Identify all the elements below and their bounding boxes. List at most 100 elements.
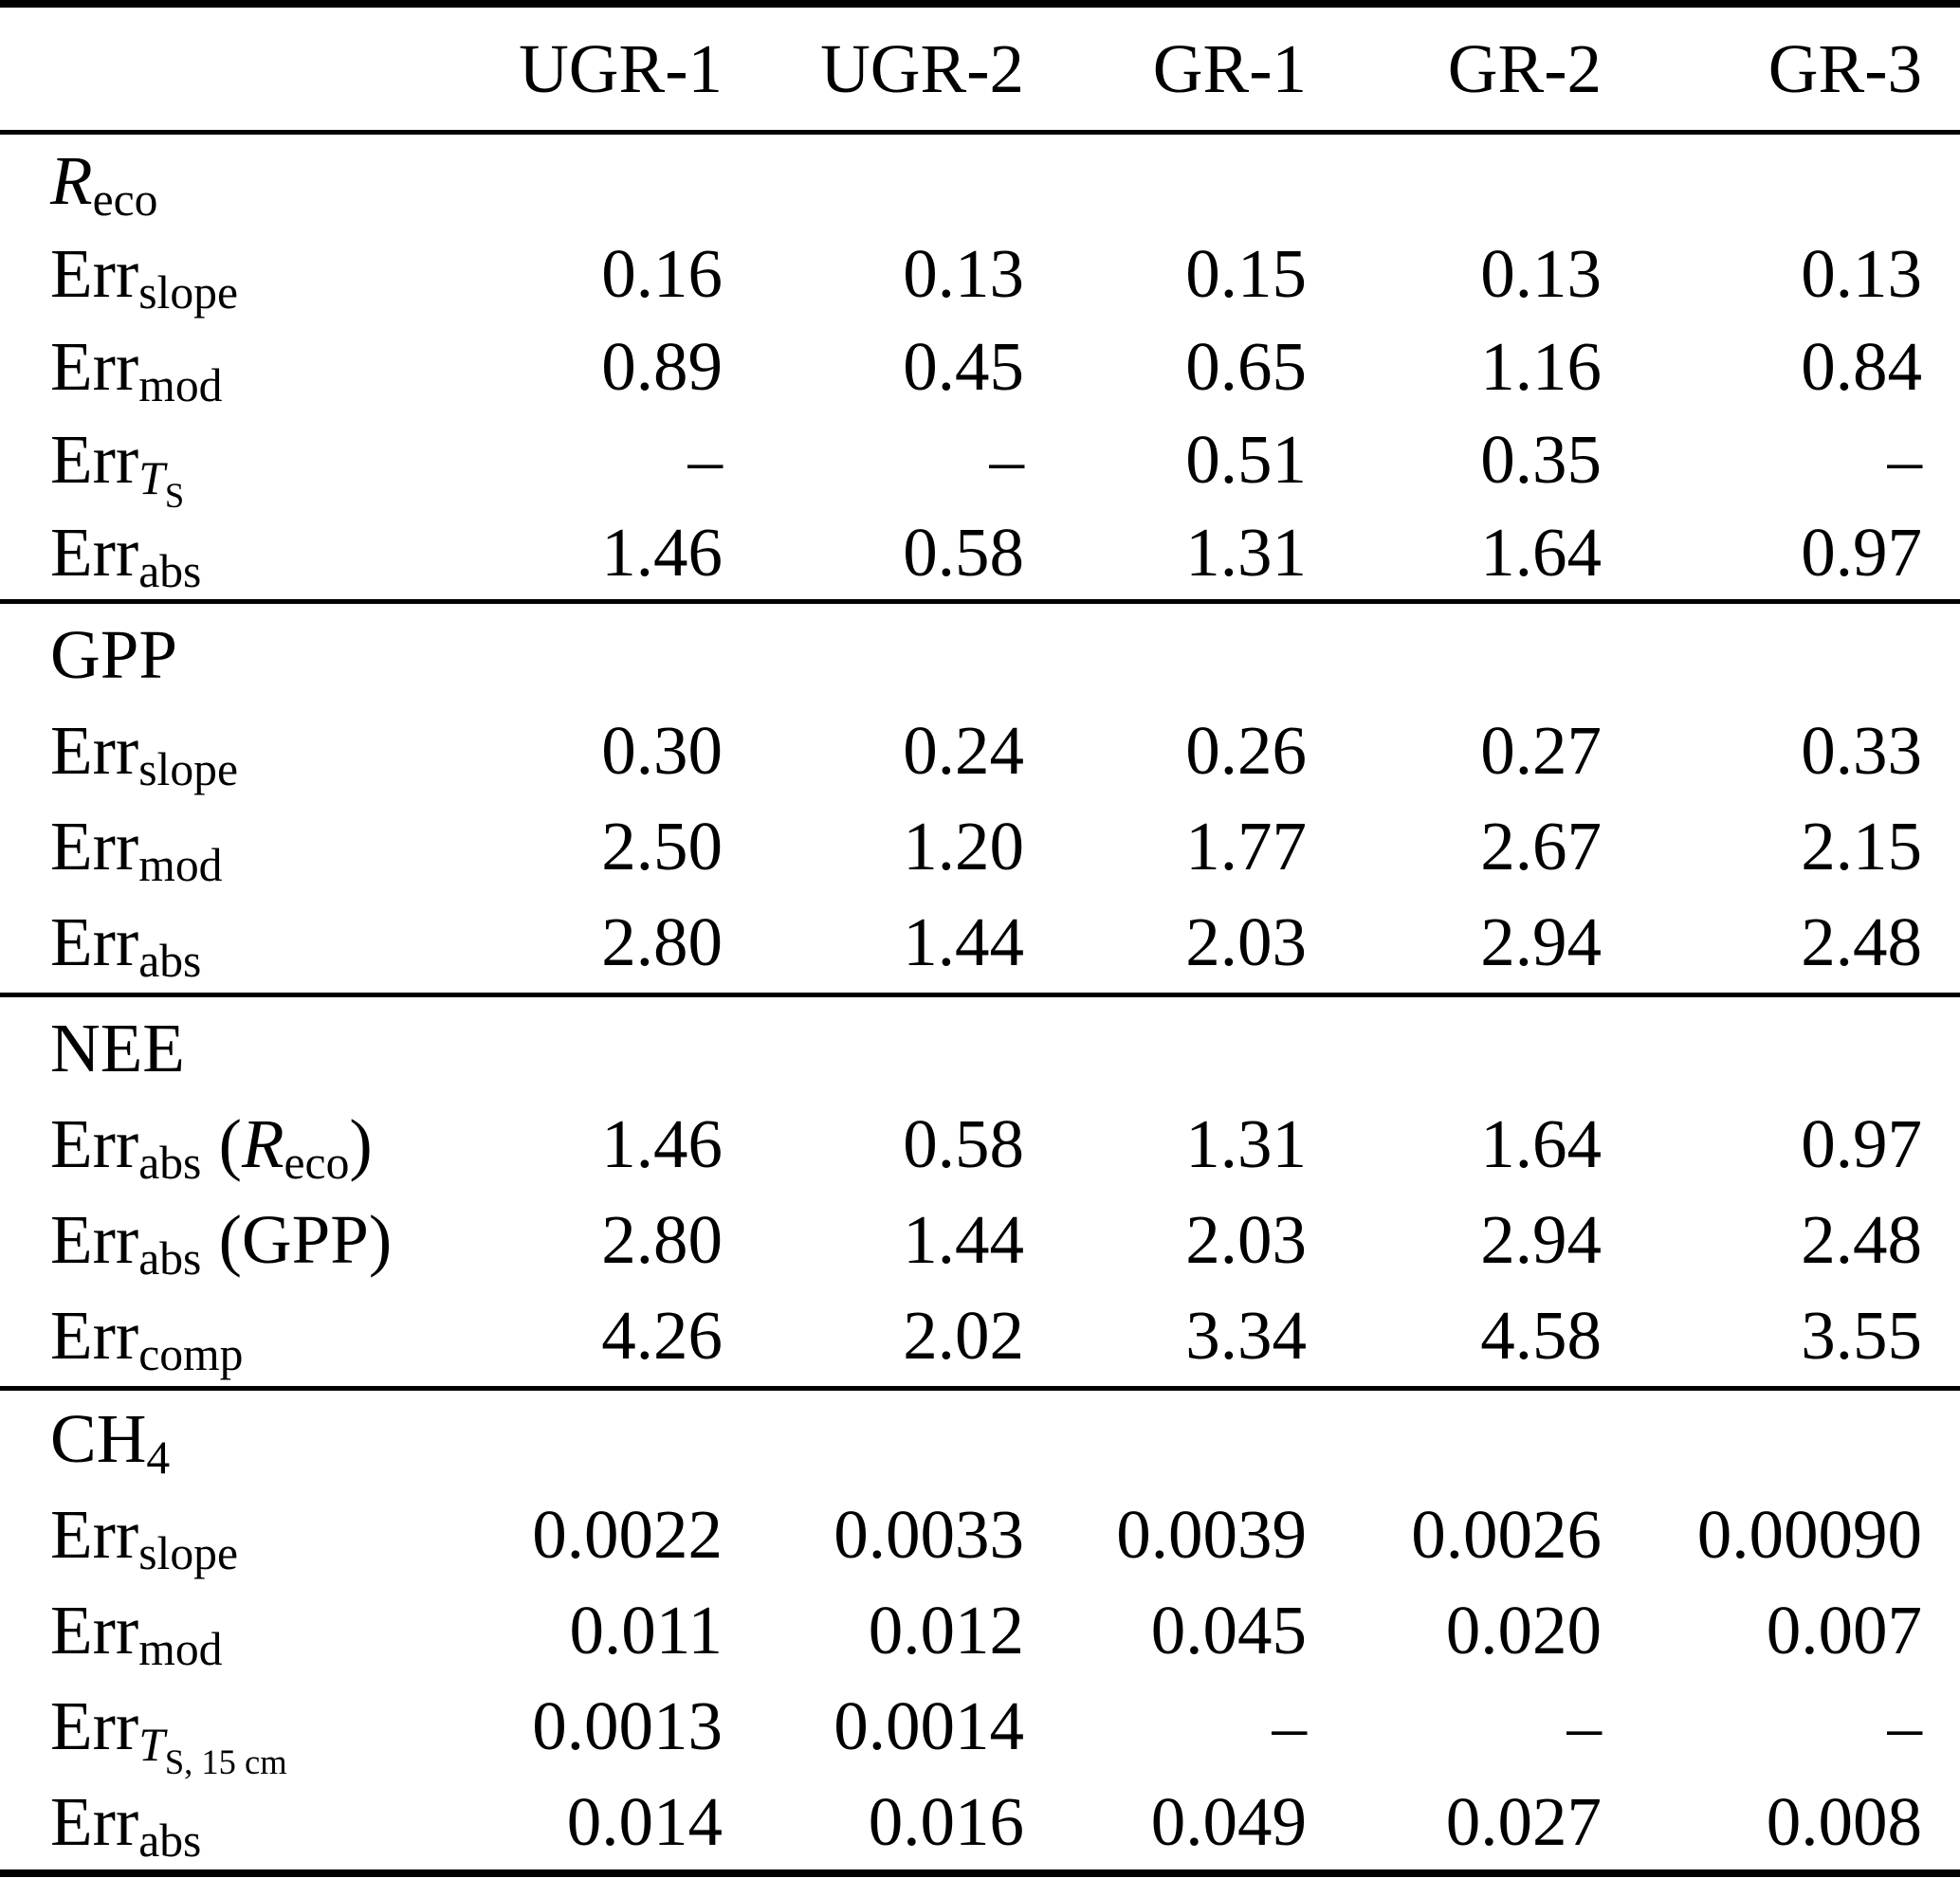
value-cell: 2.80 xyxy=(601,1201,723,1278)
value-cell: 0.97 xyxy=(1801,1105,1922,1182)
value-cell: 2.67 xyxy=(1480,808,1602,884)
label-segment: T xyxy=(138,452,165,505)
label-segment: S xyxy=(164,475,185,515)
empty-cell xyxy=(419,607,723,702)
value-cell: 0.30 xyxy=(601,712,723,789)
section-ch4: CH4 Errslope 0.0022 0.0033 0.0039 0.0026 0.000… xyxy=(0,1391,1960,1869)
empty-cell xyxy=(1307,1000,1602,1096)
table-body: Reco Errslope 0.16 0.13 0.15 0.13 0.13 Errmod 0.… xyxy=(0,135,1960,1869)
value-cell: 2.15 xyxy=(1801,808,1922,884)
header-row: UGR-1 UGR-2 GR-1 GR-2 GR-3 xyxy=(0,8,1960,130)
empty-cell xyxy=(1602,1000,1922,1096)
value-cell: – xyxy=(1566,1687,1603,1764)
value-cell: 1.77 xyxy=(1185,808,1307,884)
value-cell: 0.65 xyxy=(1185,328,1307,405)
value-cell: 0.049 xyxy=(1150,1783,1307,1860)
table-row: CH4 xyxy=(0,1391,1960,1486)
label-segment: Err xyxy=(50,808,139,884)
empty-cell xyxy=(1602,1391,1922,1494)
value-cell: 2.48 xyxy=(1801,903,1922,980)
column-header-gr1: GR-1 xyxy=(1152,30,1307,107)
label-segment: slope xyxy=(138,1527,238,1580)
label-segment: eco xyxy=(284,1137,350,1190)
top-rule xyxy=(0,0,1960,8)
value-cell: 0.0022 xyxy=(532,1496,723,1573)
value-cell: 2.03 xyxy=(1185,903,1307,980)
row-label-err-mod: Errmod xyxy=(50,1582,419,1686)
row-label-err-slope: Errslope xyxy=(50,1486,419,1590)
empty-cell xyxy=(1602,135,1922,235)
label-segment: Err xyxy=(50,328,139,405)
value-cell: 2.94 xyxy=(1480,1201,1602,1278)
value-cell: – xyxy=(687,421,724,498)
row-label-err-ts-15cm: ErrTS, 15 cm xyxy=(50,1678,419,1785)
column-header-ugr2: UGR-2 xyxy=(820,30,1024,107)
value-cell: 1.64 xyxy=(1480,514,1602,591)
table-row: Errslope 0.30 0.24 0.26 0.27 0.33 xyxy=(0,702,1960,798)
empty-cell xyxy=(1307,607,1602,702)
value-cell: 3.34 xyxy=(1185,1297,1307,1374)
row-label-err-abs: Errabs xyxy=(50,1774,419,1877)
value-cell: 0.027 xyxy=(1445,1783,1602,1860)
empty-cell xyxy=(1602,607,1922,702)
label-segment: mod xyxy=(138,839,223,892)
section-title-gpp: GPP xyxy=(50,607,419,702)
label-segment: slope xyxy=(138,266,238,319)
empty-cell xyxy=(419,135,723,235)
value-cell: 4.26 xyxy=(601,1297,723,1374)
value-cell: 1.31 xyxy=(1185,514,1307,591)
column-header-ugr1: UGR-1 xyxy=(519,30,723,107)
section-title-nee: NEE xyxy=(50,1000,419,1096)
value-cell: 0.27 xyxy=(1480,712,1602,789)
header-spacer-cell xyxy=(50,8,419,130)
label-segment: comp xyxy=(138,1328,244,1381)
table-row: Errabs 2.80 1.44 2.03 2.94 2.48 xyxy=(0,894,1960,990)
value-cell: 0.45 xyxy=(903,328,1024,405)
section-nee: NEE Errabs (Reco) 1.46 0.58 1.31 1.64 0.97 Erra… xyxy=(0,997,1960,1386)
value-cell: 0.0026 xyxy=(1411,1496,1602,1573)
value-cell: 1.20 xyxy=(903,808,1024,884)
value-cell: 0.97 xyxy=(1801,514,1922,591)
row-label-err-slope: Errslope xyxy=(50,702,419,806)
value-cell: 0.84 xyxy=(1801,328,1922,405)
label-segment: Err xyxy=(50,1201,139,1278)
table-row: ErrTS, 15 cm 0.0013 0.0014 – – – xyxy=(0,1678,1960,1781)
label-segment: NEE xyxy=(50,1010,185,1086)
value-cell: 0.13 xyxy=(1801,235,1922,312)
label-segment: Err xyxy=(50,514,139,591)
empty-cell xyxy=(723,1391,1024,1494)
value-cell: 0.24 xyxy=(903,712,1024,789)
table-row: Errmod 0.011 0.012 0.045 0.020 0.007 xyxy=(0,1582,1960,1678)
label-segment: Err xyxy=(50,1496,139,1573)
table-row: Errmod 0.89 0.45 0.65 1.16 0.84 xyxy=(0,320,1960,413)
value-cell: 0.0033 xyxy=(833,1496,1024,1573)
row-label-err-abs-r-eco-: Errabs (Reco) xyxy=(50,1096,419,1199)
value-cell: 0.33 xyxy=(1801,712,1922,789)
section-gpp: GPP Errslope 0.30 0.24 0.26 0.27 0.33 Errmod 2.5… xyxy=(0,604,1960,993)
value-cell: 2.80 xyxy=(601,903,723,980)
value-cell: 0.011 xyxy=(569,1592,723,1668)
column-header-gr3: GR-3 xyxy=(1768,30,1922,107)
row-label-err-comp: Errcomp xyxy=(50,1287,419,1391)
label-segment: ) xyxy=(349,1105,373,1182)
empty-cell xyxy=(419,1391,723,1494)
label-segment: Err xyxy=(50,1297,139,1374)
value-cell: 0.89 xyxy=(601,328,723,405)
value-cell: 0.0039 xyxy=(1116,1496,1307,1573)
section-rule xyxy=(0,1386,1960,1391)
label-segment: mod xyxy=(138,359,223,412)
value-cell: 0.00090 xyxy=(1696,1496,1922,1573)
label-segment: slope xyxy=(138,743,238,796)
value-cell: 3.55 xyxy=(1801,1297,1922,1374)
label-segment: GPP xyxy=(50,616,177,693)
row-label-err-abs: Errabs xyxy=(50,506,419,607)
label-segment: abs xyxy=(138,1232,202,1285)
empty-cell xyxy=(723,135,1024,235)
value-cell: 1.16 xyxy=(1480,328,1602,405)
table-row: Errslope 0.16 0.13 0.15 0.13 0.13 xyxy=(0,228,1960,320)
value-cell: 0.007 xyxy=(1766,1592,1922,1668)
section-reco: Reco Errslope 0.16 0.13 0.15 0.13 0.13 Errmod 0.… xyxy=(0,135,1960,599)
row-label-err-mod: Errmod xyxy=(50,320,419,421)
label-segment: Err xyxy=(50,1687,139,1764)
